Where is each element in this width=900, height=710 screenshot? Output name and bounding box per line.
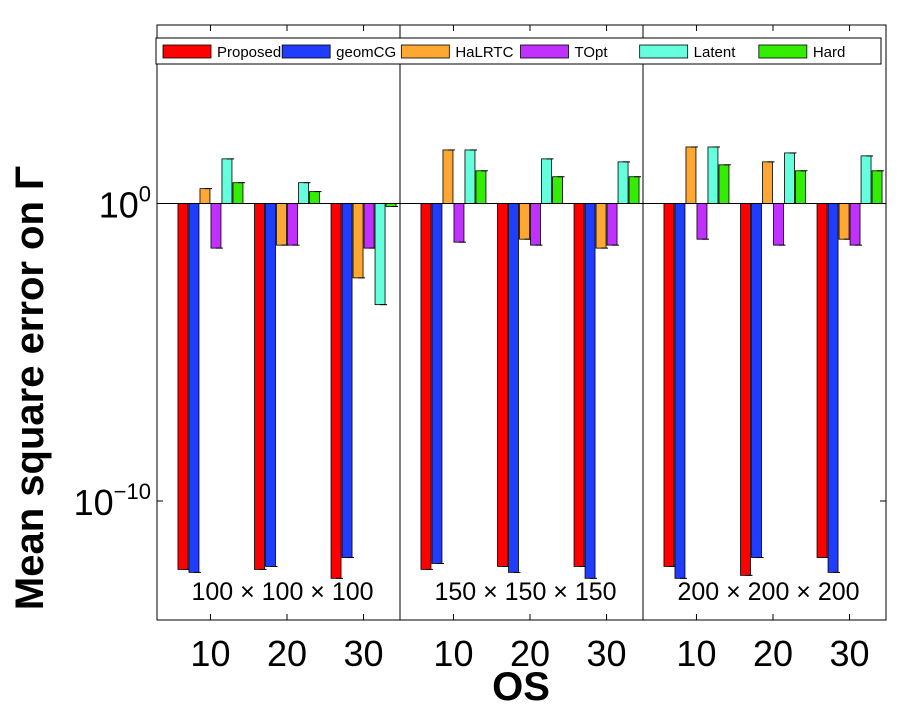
bar-proposed-p2-os10 — [420, 203, 432, 570]
legend-label-halrtc: HaLRTC — [455, 44, 513, 61]
bar-halrtc-p2-os20 — [519, 203, 530, 240]
bar-geomcg-p2-os30 — [584, 203, 596, 579]
y-axis-label: Mean square error on Γ — [8, 166, 52, 610]
panel-label-3: 200 × 200 × 200 — [677, 578, 859, 606]
y-tick-label: 10−10 — [74, 479, 151, 523]
bar-geomcg-p1-os20 — [265, 203, 276, 567]
bar-latent-p1-os10 — [221, 158, 233, 204]
legend-swatch-halrtc — [400, 44, 450, 59]
bar-geomcg-p1-os10 — [188, 203, 200, 573]
x-ticks: 10 20 30 10 20 30 10 20 30 — [190, 25, 870, 674]
panel-labels: 100 × 100 × 100 150 × 150 × 150 200 × 200 … — [191, 578, 859, 606]
bar-topt-p2-os30 — [606, 203, 618, 246]
panel-label-1: 100 × 100 × 100 — [191, 578, 373, 606]
y-tick-label: 100 — [99, 182, 151, 226]
bar-proposed-p1-os10 — [177, 203, 189, 570]
legend-label-geomcg: geomCG — [336, 44, 396, 61]
bar-latent-p3-os10 — [707, 146, 719, 204]
bar-proposed-p1-os30 — [330, 203, 342, 579]
bar-latent-p2-os10 — [464, 149, 476, 204]
legend: Proposed geomCG HaLRTC TOpt Latent Hard — [155, 37, 882, 65]
x-tick-label: 30 — [830, 633, 870, 674]
bar-proposed-p3-os30 — [816, 203, 828, 558]
bar-proposed-p3-os10 — [663, 203, 675, 567]
bar-halrtc-p1-os20 — [276, 203, 287, 246]
bar-halrtc-p3-os20 — [762, 161, 773, 204]
bar-latent-p1-os20 — [298, 182, 309, 204]
x-tick-label: 10 — [190, 633, 230, 674]
plot-frame — [156, 24, 887, 621]
legend-label-latent: Latent — [694, 44, 737, 61]
bar-halrtc-p3-os10 — [685, 146, 697, 204]
x-tick-label: 20 — [510, 633, 550, 674]
bar-hard-p2-os30 — [628, 176, 640, 204]
x-tick-label: 10 — [676, 633, 716, 674]
bar-topt-p2-os20 — [530, 203, 541, 246]
legend-swatch-topt — [520, 44, 569, 59]
bar-halrtc-p3-os30 — [838, 203, 850, 240]
bar-halrtc-p2-os30 — [595, 203, 607, 249]
bar-latent-p3-os20 — [784, 152, 795, 204]
bar-geomcg-p3-os10 — [674, 203, 686, 579]
bar-hard-p3-os20 — [795, 170, 806, 204]
bar-topt-p1-os30 — [363, 203, 375, 249]
legend-swatch-geomcg — [281, 44, 331, 59]
y-ticks: 100 10−10 — [74, 182, 886, 523]
bar-geomcg-p3-os20 — [751, 203, 762, 558]
bar-topt-p3-os30 — [849, 203, 861, 246]
panel-label-2: 150 × 150 × 150 — [434, 578, 616, 606]
x-tick-label: 20 — [753, 633, 793, 674]
legend-label-hard: Hard — [813, 44, 846, 61]
bar-latent-p3-os30 — [860, 155, 872, 204]
bar-latent-p2-os30 — [617, 161, 629, 204]
bar-halrtc-p2-os10 — [442, 149, 454, 204]
bar-proposed-p1-os20 — [254, 203, 265, 570]
bar-hard-p2-os10 — [475, 170, 487, 204]
bar-topt-p3-os10 — [696, 203, 708, 240]
bar-topt-p2-os10 — [453, 203, 465, 243]
x-tick-label: 30 — [344, 633, 384, 674]
bar-proposed-p2-os30 — [573, 203, 585, 567]
bar-latent-p1-os30 — [374, 203, 386, 306]
bar-geomcg-p1-os30 — [341, 203, 353, 558]
x-tick-label: 10 — [433, 633, 473, 674]
bars-layer — [177, 146, 885, 579]
bar-geomcg-p2-os20 — [508, 203, 519, 573]
bar-geomcg-p3-os30 — [827, 203, 839, 573]
legend-swatch-hard — [758, 44, 808, 59]
bar-proposed-p2-os20 — [497, 203, 508, 567]
bar-hard-p3-os10 — [718, 164, 730, 204]
bar-hard-p3-os30 — [871, 170, 883, 204]
bar-topt-p3-os20 — [773, 203, 784, 246]
panel-separators — [399, 25, 644, 620]
bar-geomcg-p2-os10 — [431, 203, 443, 564]
bar-proposed-p3-os20 — [740, 203, 751, 576]
legend-swatch-latent — [639, 44, 689, 59]
legend-label-topt: TOpt — [575, 44, 609, 61]
bar-topt-p1-os10 — [210, 203, 222, 249]
bar-halrtc-p1-os10 — [199, 188, 211, 204]
bar-halrtc-p1-os30 — [352, 203, 364, 279]
bar-hard-p1-os20 — [309, 191, 320, 204]
legend-label-proposed: Proposed — [217, 44, 281, 61]
legend-swatch-proposed — [162, 44, 212, 59]
x-axis-label: OS — [492, 665, 550, 709]
bar-hard-p1-os10 — [232, 182, 244, 204]
x-tick-label: 30 — [587, 633, 627, 674]
x-tick-label: 20 — [267, 633, 307, 674]
bar-topt-p1-os20 — [287, 203, 298, 246]
bar-hard-p2-os20 — [552, 176, 563, 204]
bar-latent-p2-os20 — [541, 158, 552, 204]
